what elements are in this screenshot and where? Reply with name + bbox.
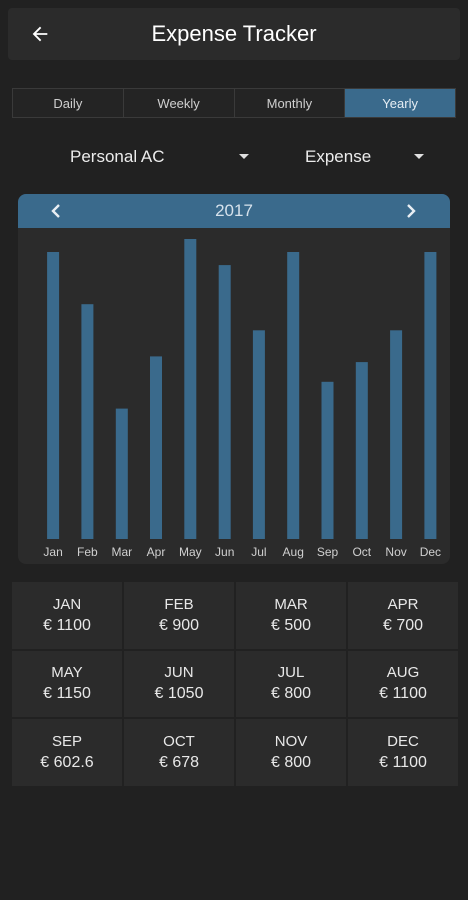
summary-amount: € 678	[158, 754, 200, 772]
bar-jul[interactable]	[252, 330, 265, 539]
summary-cell-oct[interactable]: OCT € 678	[124, 719, 234, 786]
summary-cell-nov[interactable]: NOV € 800	[236, 719, 346, 786]
summary-amount: € 700	[382, 616, 424, 634]
monthly-summary-grid: JAN € 1100 FEB € 900 MAR € 500 APR € 700 MAY € 11…	[12, 582, 458, 786]
summary-cell-apr[interactable]: APR € 700	[348, 582, 458, 649]
tab-weekly[interactable]: Weekly	[124, 89, 235, 117]
bar-jan[interactable]	[47, 252, 60, 539]
tab-yearly[interactable]: Yearly	[345, 89, 455, 117]
x-tick-label: Dec	[420, 545, 441, 559]
x-tick-label: Feb	[77, 545, 98, 559]
account-dropdown-value: Personal AC	[70, 147, 165, 166]
x-tick-label: Mar	[111, 545, 132, 559]
x-tick-label: Nov	[385, 545, 406, 559]
summary-cell-sep[interactable]: SEP € 602.6	[12, 719, 122, 786]
summary-month-label: AUG	[386, 664, 420, 682]
summary-cell-aug[interactable]: AUG € 1100	[348, 650, 458, 718]
period-tabs: Daily Weekly Monthly Yearly	[12, 88, 456, 118]
app-bar: Expense Tracker	[8, 8, 460, 60]
summary-month-label: SEP	[51, 733, 82, 751]
summary-month-label: JUN	[164, 664, 194, 682]
summary-amount: € 602.6	[40, 754, 94, 772]
x-tick-label: Aug	[283, 545, 304, 559]
account-dropdown[interactable]: Personal AC	[70, 142, 250, 172]
type-dropdown-value: Expense	[305, 147, 372, 166]
summary-amount: € 800	[270, 685, 312, 703]
caret-down-icon	[239, 154, 249, 159]
summary-amount: € 1100	[43, 616, 91, 634]
summary-amount: € 1100	[379, 685, 427, 703]
summary-cell-dec[interactable]: DEC € 1100	[348, 719, 458, 786]
chart-header: 2017	[18, 194, 450, 228]
x-tick-label: Jul	[251, 545, 266, 559]
bar-apr[interactable]	[150, 356, 162, 539]
summary-month-label: OCT	[163, 733, 195, 751]
summary-cell-jun[interactable]: JUN € 1050	[124, 650, 234, 718]
tab-monthly[interactable]: Monthly	[235, 89, 346, 117]
summary-month-label: DEC	[387, 733, 419, 751]
summary-cell-mar[interactable]: MAR € 500	[236, 582, 346, 649]
x-tick-label: Apr	[147, 545, 166, 559]
x-tick-label: Jan	[43, 545, 62, 559]
bar-jun[interactable]	[218, 265, 231, 539]
summary-month-label: APR	[387, 595, 419, 613]
x-tick-label: Oct	[352, 545, 371, 559]
summary-amount: € 800	[270, 754, 312, 772]
arrow-left-icon	[32, 26, 48, 42]
summary-month-label: FEB	[164, 595, 194, 613]
summary-cell-jan[interactable]: JAN € 1100	[12, 582, 122, 649]
summary-cell-feb[interactable]: FEB € 900	[124, 582, 234, 649]
bar-chart: Jan Feb Mar Apr May Jun Jul Aug Sep Oct Nov Dec	[43, 239, 441, 559]
next-year-button[interactable]	[398, 198, 424, 224]
summary-cell-may[interactable]: MAY € 1150	[12, 650, 122, 718]
x-tick-label: Sep	[317, 545, 339, 559]
bar-mar[interactable]	[115, 408, 128, 539]
summary-amount: € 1150	[43, 685, 91, 703]
bar-may[interactable]	[184, 239, 197, 539]
yearly-chart-card: 2017 Jan Feb Mar Apr May Jun Jul Aug Sep Oct Nov De…	[18, 194, 450, 564]
page-title: Expense Tracker	[151, 21, 317, 46]
summary-amount: € 1100	[379, 754, 427, 772]
x-tick-label: Jun	[215, 545, 234, 559]
type-dropdown[interactable]: Expense	[305, 142, 425, 172]
summary-month-label: MAY	[51, 664, 83, 682]
bar-oct[interactable]	[355, 362, 368, 539]
year-label: 2017	[215, 201, 253, 220]
tab-daily[interactable]: Daily	[13, 89, 124, 117]
back-button[interactable]	[24, 18, 56, 50]
previous-year-button[interactable]	[43, 198, 69, 224]
caret-down-icon	[414, 154, 424, 159]
summary-cell-jul[interactable]: JUL € 800	[236, 650, 346, 718]
summary-amount: € 1050	[154, 685, 204, 703]
bar-aug[interactable]	[287, 252, 300, 539]
summary-month-label: JAN	[52, 595, 82, 613]
chevron-left-icon	[51, 204, 60, 218]
bar-dec[interactable]	[424, 252, 437, 539]
summary-amount: € 900	[158, 616, 200, 634]
summary-month-label: NOV	[274, 733, 308, 751]
bar-nov[interactable]	[390, 330, 403, 539]
summary-month-label: MAR	[274, 595, 308, 613]
x-tick-label: May	[179, 545, 202, 559]
bar-feb[interactable]	[81, 304, 94, 539]
summary-amount: € 500	[270, 616, 312, 634]
summary-month-label: JUL	[277, 664, 305, 682]
bar-sep[interactable]	[321, 381, 334, 539]
chevron-right-icon	[407, 204, 416, 218]
